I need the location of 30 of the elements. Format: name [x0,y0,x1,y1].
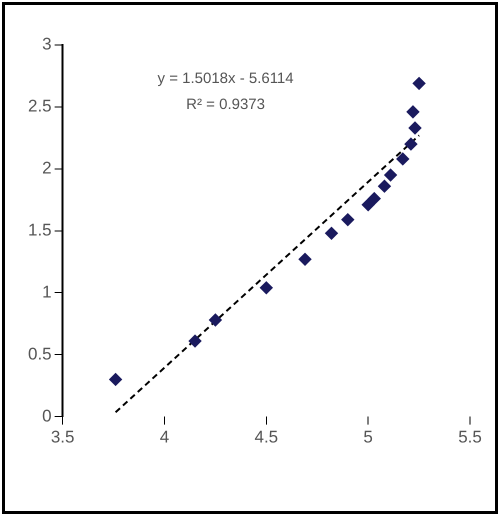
annotation: y = 1.5018x - 5.6114 [158,70,294,87]
point [260,281,273,294]
point [298,252,312,266]
y-tick-label: 3 [42,34,52,54]
x-tick-label: 5 [363,427,373,446]
annotation: R² = 0.9373 [186,96,265,113]
point [188,334,202,348]
x-tick-label: 4 [160,427,170,446]
point [412,76,426,90]
x-tick-label: 5.5 [458,427,482,446]
point [408,121,422,134]
point [404,138,418,151]
x-tick-label: 3.5 [50,427,74,446]
point [368,192,381,206]
point [341,213,354,226]
point [378,180,391,193]
point [384,168,398,182]
y-tick-label: 0.5 [28,344,52,364]
y-tick-label: 1.5 [28,220,52,240]
point [396,152,410,166]
y-tick-label: 0 [42,406,52,426]
y-tick-label: 1 [42,282,52,302]
point [109,372,122,386]
point [324,226,338,240]
y-tick-label: 2.5 [28,96,52,116]
point [362,198,375,212]
point [208,313,222,326]
x-tick-label: 4.5 [254,427,278,446]
point [406,105,420,118]
y-tick-label: 2 [42,158,52,178]
